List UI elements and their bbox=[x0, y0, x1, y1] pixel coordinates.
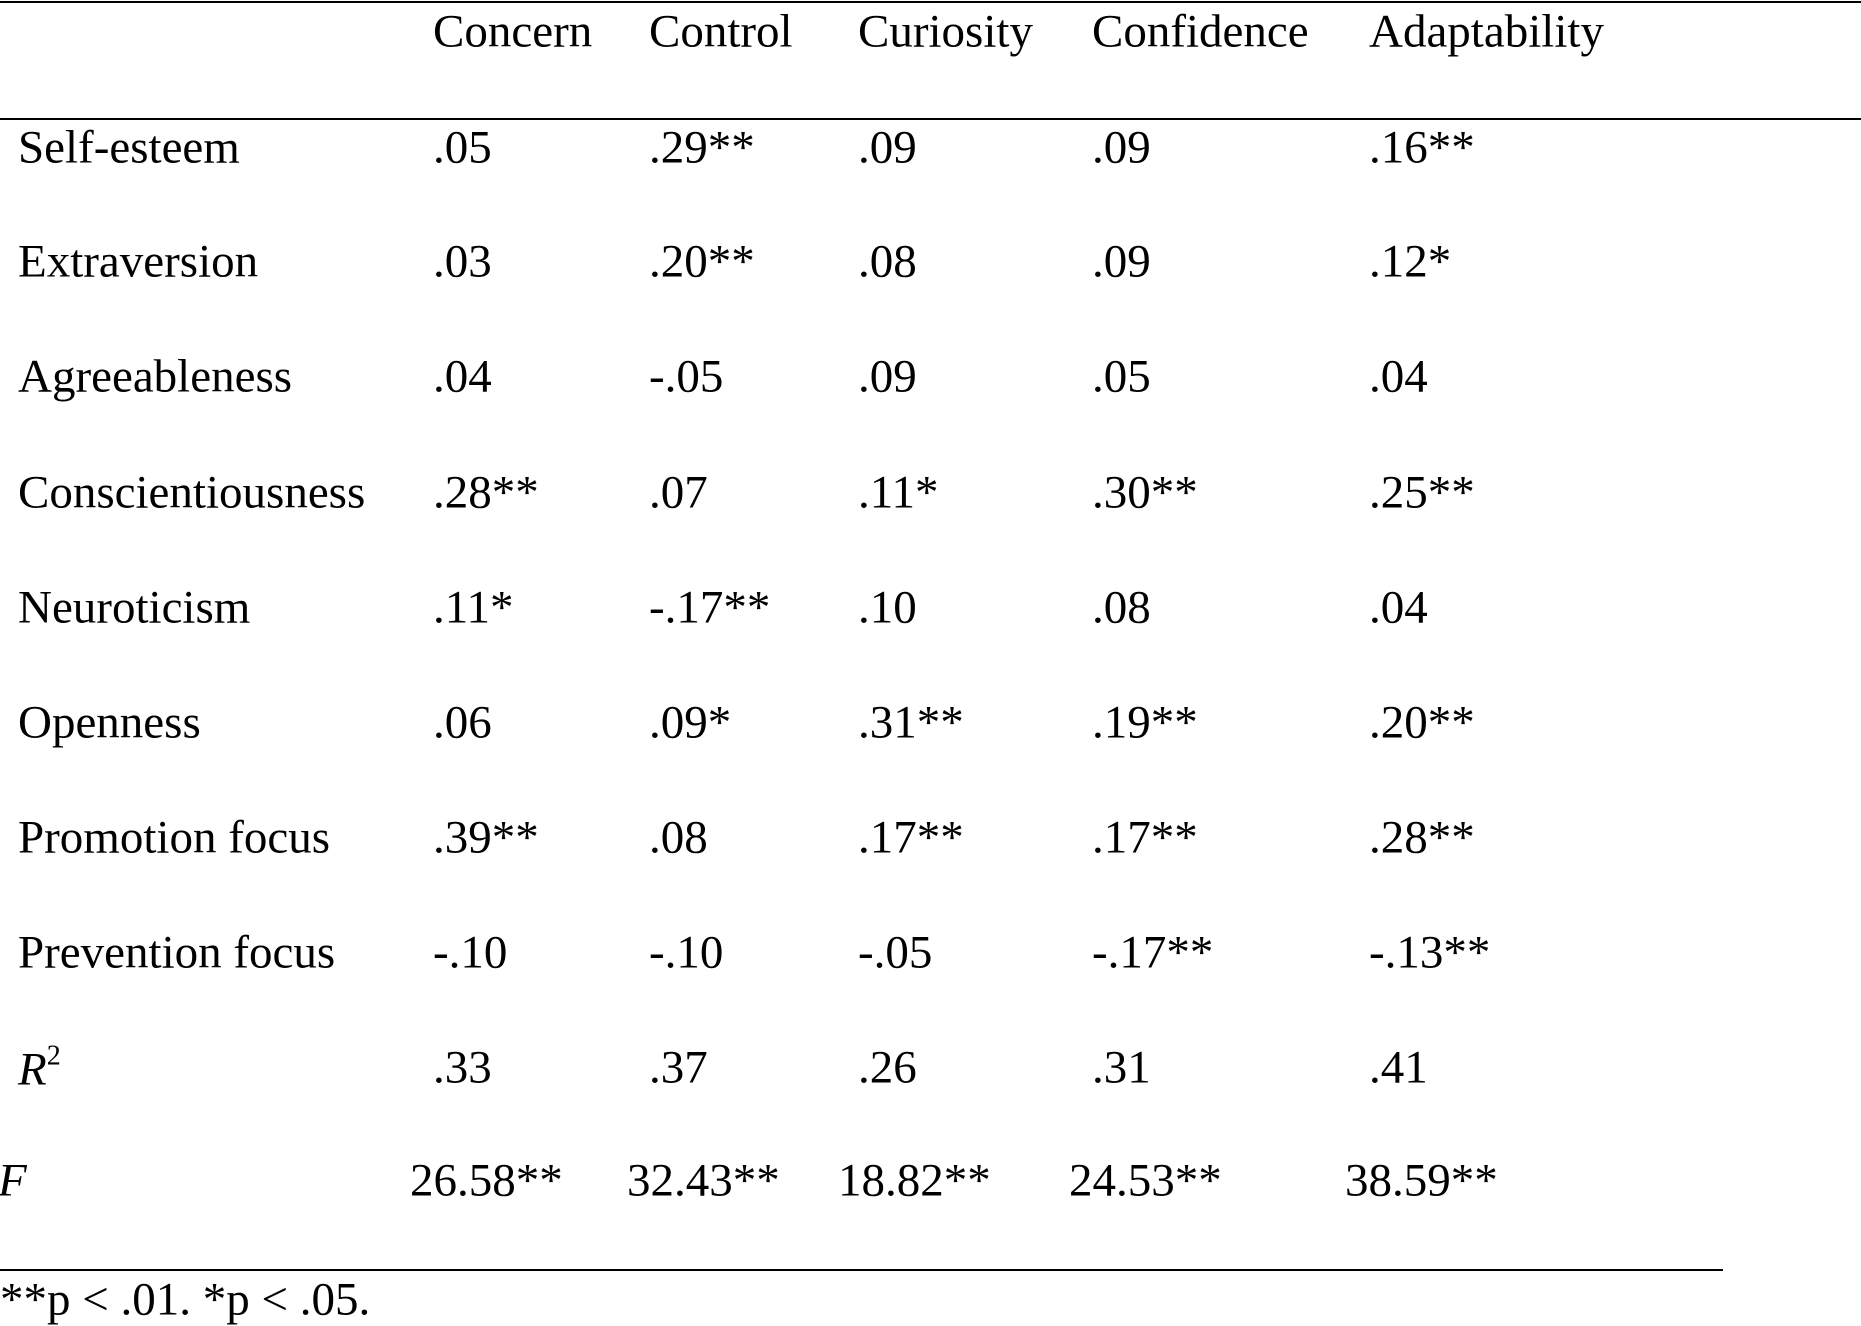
cell: 32.43** bbox=[627, 1154, 780, 1207]
cell: .20** bbox=[1369, 696, 1475, 749]
cell: .05 bbox=[1092, 350, 1151, 403]
cell: 38.59** bbox=[1345, 1154, 1498, 1207]
cell: .17** bbox=[858, 811, 964, 864]
row-label: F bbox=[0, 1154, 27, 1207]
column-header: Curiosity bbox=[858, 5, 1033, 58]
cell: -.05 bbox=[858, 926, 933, 979]
cell: .04 bbox=[1369, 581, 1428, 634]
cell: .09* bbox=[649, 696, 732, 749]
cell: 18.82** bbox=[838, 1154, 991, 1207]
cell: -.13** bbox=[1369, 926, 1491, 979]
cell: .07 bbox=[649, 466, 708, 519]
cell: .12* bbox=[1369, 235, 1452, 288]
column-header: Concern bbox=[433, 5, 593, 58]
cell: -.10 bbox=[649, 926, 724, 979]
row-label: Conscientiousness bbox=[18, 466, 366, 519]
row-label: Prevention focus bbox=[18, 926, 336, 979]
cell: .11* bbox=[433, 581, 514, 634]
cell: .41 bbox=[1369, 1041, 1428, 1094]
cell: .39** bbox=[433, 811, 539, 864]
cell: .09 bbox=[1092, 121, 1151, 174]
cell: -.05 bbox=[649, 350, 724, 403]
cell: .05 bbox=[433, 121, 492, 174]
cell: .09 bbox=[858, 350, 917, 403]
cell: .08 bbox=[858, 235, 917, 288]
cell: .33 bbox=[433, 1041, 492, 1094]
cell: .37 bbox=[649, 1041, 708, 1094]
row-label: Extraversion bbox=[18, 235, 259, 288]
cell: .04 bbox=[433, 350, 492, 403]
row-label: Promotion focus bbox=[18, 811, 331, 864]
cell: 24.53** bbox=[1069, 1154, 1222, 1207]
cell: .20** bbox=[649, 235, 755, 288]
cell: .08 bbox=[1092, 581, 1151, 634]
bottom-rule bbox=[0, 1269, 1723, 1271]
row-label: R2 bbox=[18, 1040, 61, 1096]
row-label: Openness bbox=[18, 696, 201, 749]
cell: .04 bbox=[1369, 350, 1428, 403]
cell: .09 bbox=[858, 121, 917, 174]
header-rule bbox=[0, 118, 1861, 120]
cell: .25** bbox=[1369, 466, 1475, 519]
cell: .29** bbox=[649, 121, 755, 174]
row-label: Self-esteem bbox=[18, 121, 240, 174]
cell: .31** bbox=[858, 696, 964, 749]
cell: .26 bbox=[858, 1041, 917, 1094]
cell: .28** bbox=[1369, 811, 1475, 864]
cell: .03 bbox=[433, 235, 492, 288]
cell: .11* bbox=[858, 466, 939, 519]
cell: -.10 bbox=[433, 926, 508, 979]
cell: -.17** bbox=[1092, 926, 1214, 979]
cell: .31 bbox=[1092, 1041, 1151, 1094]
cell: .09 bbox=[1092, 235, 1151, 288]
column-header: Control bbox=[649, 5, 793, 58]
note: **p < .01. *p < .05. bbox=[0, 1273, 371, 1326]
row-label: Neuroticism bbox=[18, 581, 251, 634]
cell: .28** bbox=[433, 466, 539, 519]
cell: .08 bbox=[649, 811, 708, 864]
cell: 26.58** bbox=[410, 1154, 563, 1207]
cell: .19** bbox=[1092, 696, 1198, 749]
superscript: 2 bbox=[46, 1040, 61, 1072]
cell: .30** bbox=[1092, 466, 1198, 519]
row-label: Agreeableness bbox=[18, 350, 293, 403]
cell: .06 bbox=[433, 696, 492, 749]
column-header: Confidence bbox=[1092, 5, 1309, 58]
column-header: Adaptability bbox=[1369, 5, 1604, 58]
cell: .17** bbox=[1092, 811, 1198, 864]
top-rule bbox=[0, 1, 1861, 3]
cell: .10 bbox=[858, 581, 917, 634]
cell: -.17** bbox=[649, 581, 771, 634]
cell: .16** bbox=[1369, 121, 1475, 174]
